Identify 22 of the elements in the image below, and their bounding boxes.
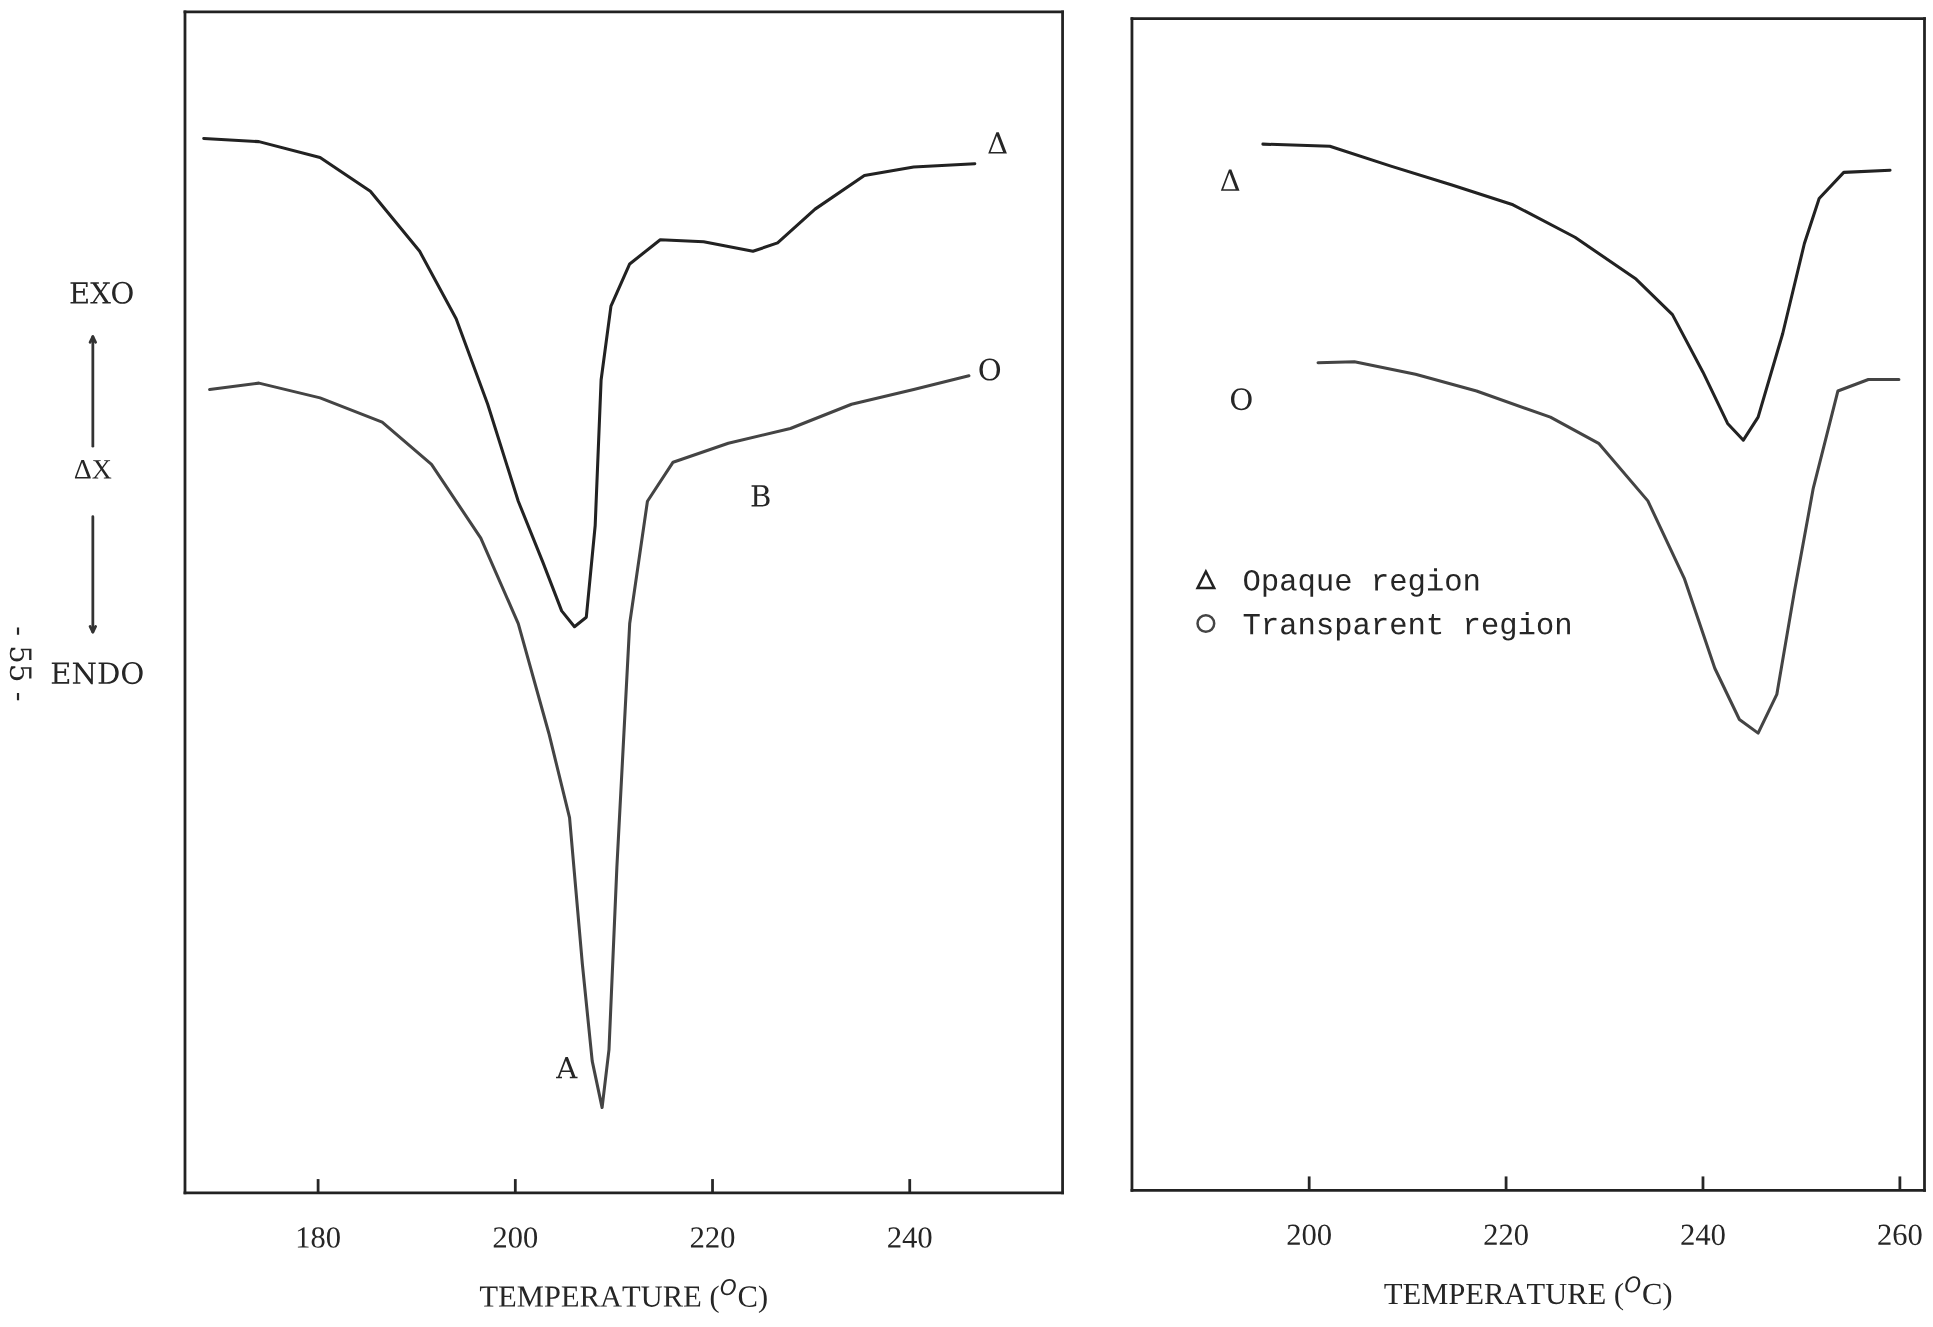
x-tick-label: 200 xyxy=(493,1227,538,1248)
annotation: O xyxy=(979,358,1001,381)
annotation: Δ xyxy=(1220,169,1240,191)
annotation: A xyxy=(556,1056,578,1079)
x-tick-label: 260 xyxy=(1878,1224,1922,1246)
annotation: Δ xyxy=(988,132,1007,154)
x-axis-title: TEMPERATURE ($^{O}$C) xyxy=(479,1279,767,1314)
x-tick-label: 220 xyxy=(690,1227,735,1248)
legend-label: Opaque region xyxy=(1244,568,1479,597)
annotation: O xyxy=(1231,388,1252,411)
x-tick-label: 220 xyxy=(1484,1224,1528,1246)
x-tick-label: 200 xyxy=(1287,1224,1331,1246)
text: EXO xyxy=(70,281,133,304)
annotation: B xyxy=(751,485,770,507)
x-tick-label: 240 xyxy=(888,1227,932,1248)
text: - 55 - xyxy=(9,627,32,701)
x-axis-title: TEMPERATURE ($^{O}$C) xyxy=(1384,1276,1672,1311)
x-tick-label: 240 xyxy=(1681,1224,1725,1246)
text: ENDO xyxy=(51,662,143,685)
x-tick-label: 180 xyxy=(297,1227,340,1248)
y-axis-title: ΔX xyxy=(74,460,112,479)
legend-label: Transparent region xyxy=(1243,612,1570,641)
